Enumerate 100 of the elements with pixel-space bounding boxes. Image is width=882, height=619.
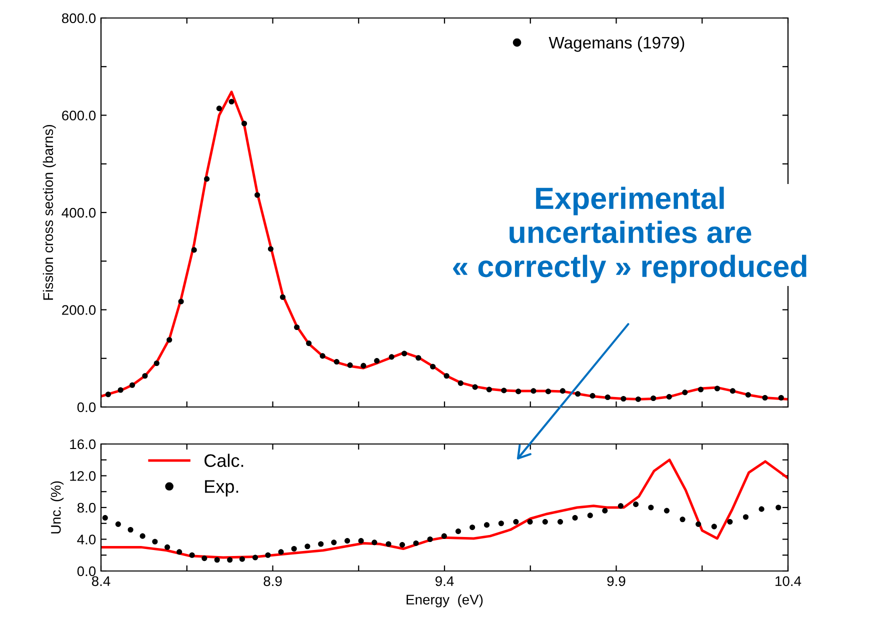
- point: [239, 556, 245, 562]
- point: [458, 380, 464, 386]
- point: [696, 521, 702, 527]
- y-axis-title: Unc. (%): [50, 481, 64, 534]
- point: [204, 176, 210, 182]
- point: [430, 364, 436, 370]
- point: [762, 394, 768, 401]
- point: [228, 98, 234, 104]
- point: [216, 106, 222, 112]
- point: [498, 520, 504, 526]
- y-tick-label: 800.0: [62, 13, 96, 24]
- point: [545, 388, 552, 394]
- x-tick-label: 9.4: [436, 576, 454, 586]
- point: [758, 506, 764, 512]
- point: [742, 514, 749, 520]
- point: [664, 508, 670, 514]
- point: [776, 504, 782, 510]
- point: [344, 538, 350, 544]
- point: [176, 549, 182, 555]
- point: [294, 324, 300, 330]
- point: [560, 388, 566, 394]
- x-tick-label: 9.9: [607, 576, 626, 586]
- point: [129, 382, 136, 388]
- point: [334, 359, 340, 365]
- point: [455, 528, 462, 534]
- point: [714, 386, 720, 392]
- point: [265, 552, 271, 558]
- point: [486, 386, 492, 392]
- point: [542, 519, 548, 525]
- point: [444, 373, 450, 379]
- point: [778, 394, 784, 401]
- point: [633, 502, 639, 508]
- x-tick-label: 8.4: [92, 576, 110, 586]
- y-tick-label: 600.0: [62, 110, 96, 120]
- point: [347, 362, 353, 368]
- point: [118, 387, 124, 393]
- point: [191, 247, 197, 253]
- point: [254, 192, 260, 198]
- point: [682, 390, 688, 396]
- point: [202, 556, 208, 562]
- point: [484, 522, 490, 528]
- point: [618, 503, 624, 509]
- point: [241, 120, 248, 126]
- point: [427, 536, 433, 542]
- point: [152, 538, 158, 544]
- point: [278, 549, 284, 555]
- point: [399, 542, 406, 548]
- point: [745, 392, 751, 398]
- point: [730, 388, 736, 394]
- point: [306, 340, 312, 346]
- point: [666, 394, 672, 400]
- y-tick-label: 200.0: [62, 305, 96, 315]
- point: [635, 396, 642, 402]
- point: [572, 515, 578, 521]
- point: [472, 384, 478, 390]
- y-tick-label: 400.0: [62, 208, 96, 218]
- point: [140, 533, 146, 539]
- point: [372, 540, 378, 546]
- point: [501, 388, 507, 394]
- point: [388, 354, 394, 360]
- point: [227, 557, 233, 563]
- point: [470, 524, 476, 530]
- point: [105, 392, 111, 398]
- point: [698, 386, 704, 392]
- y-tick-label: 4.0: [77, 534, 96, 544]
- point: [516, 388, 522, 394]
- point: [268, 246, 274, 252]
- y-tick-label: 0.0: [77, 566, 96, 576]
- point: [530, 388, 536, 394]
- point: [374, 358, 380, 364]
- point: [252, 554, 258, 560]
- annotation: Experimental uncertainties are « correctly » reproduced: [453, 186, 806, 284]
- point: [291, 546, 297, 552]
- point: [166, 337, 172, 343]
- point: [575, 391, 581, 397]
- point: [441, 533, 447, 539]
- x-tick-label: 10.4: [776, 576, 802, 586]
- point: [320, 353, 326, 359]
- point: [513, 519, 519, 525]
- point: [590, 393, 596, 399]
- point: [648, 504, 654, 510]
- legend-label: Calc.: [204, 454, 244, 468]
- point: [527, 519, 533, 525]
- y-tick-label: 8.0: [77, 502, 96, 513]
- point: [650, 395, 656, 402]
- legend-label: Wagemans (1979): [548, 36, 684, 52]
- point: [331, 540, 337, 546]
- point: [318, 541, 324, 547]
- point: [102, 515, 108, 521]
- point: [142, 373, 148, 379]
- point: [620, 396, 626, 402]
- point: [587, 512, 593, 518]
- point: [115, 521, 121, 527]
- point: [178, 298, 184, 304]
- point: [604, 394, 610, 400]
- point: [304, 544, 310, 550]
- point: [602, 508, 608, 514]
- y-tick-label: 12.0: [70, 471, 96, 481]
- point: [358, 538, 364, 544]
- point: [680, 516, 686, 522]
